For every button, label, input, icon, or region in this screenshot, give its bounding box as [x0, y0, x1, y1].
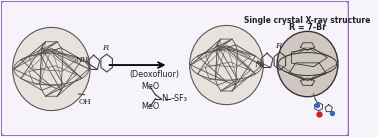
Text: MeO: MeO — [141, 82, 159, 91]
Text: MeO: MeO — [141, 102, 159, 111]
Text: R: R — [275, 42, 281, 50]
Circle shape — [190, 25, 263, 105]
Circle shape — [277, 31, 338, 97]
Text: N: N — [161, 94, 167, 103]
FancyBboxPatch shape — [1, 1, 349, 136]
Circle shape — [13, 27, 90, 111]
Text: NH: NH — [76, 56, 89, 64]
Text: OH: OH — [78, 98, 91, 106]
Text: Single crystal X-ray structure: Single crystal X-ray structure — [244, 15, 371, 25]
Text: –SF₃: –SF₃ — [170, 94, 187, 103]
Text: R: R — [102, 44, 108, 52]
Text: (Deoxofluor): (Deoxofluor) — [130, 70, 180, 79]
Text: R = 7-Br: R = 7-Br — [289, 23, 326, 32]
Text: N: N — [255, 61, 262, 69]
